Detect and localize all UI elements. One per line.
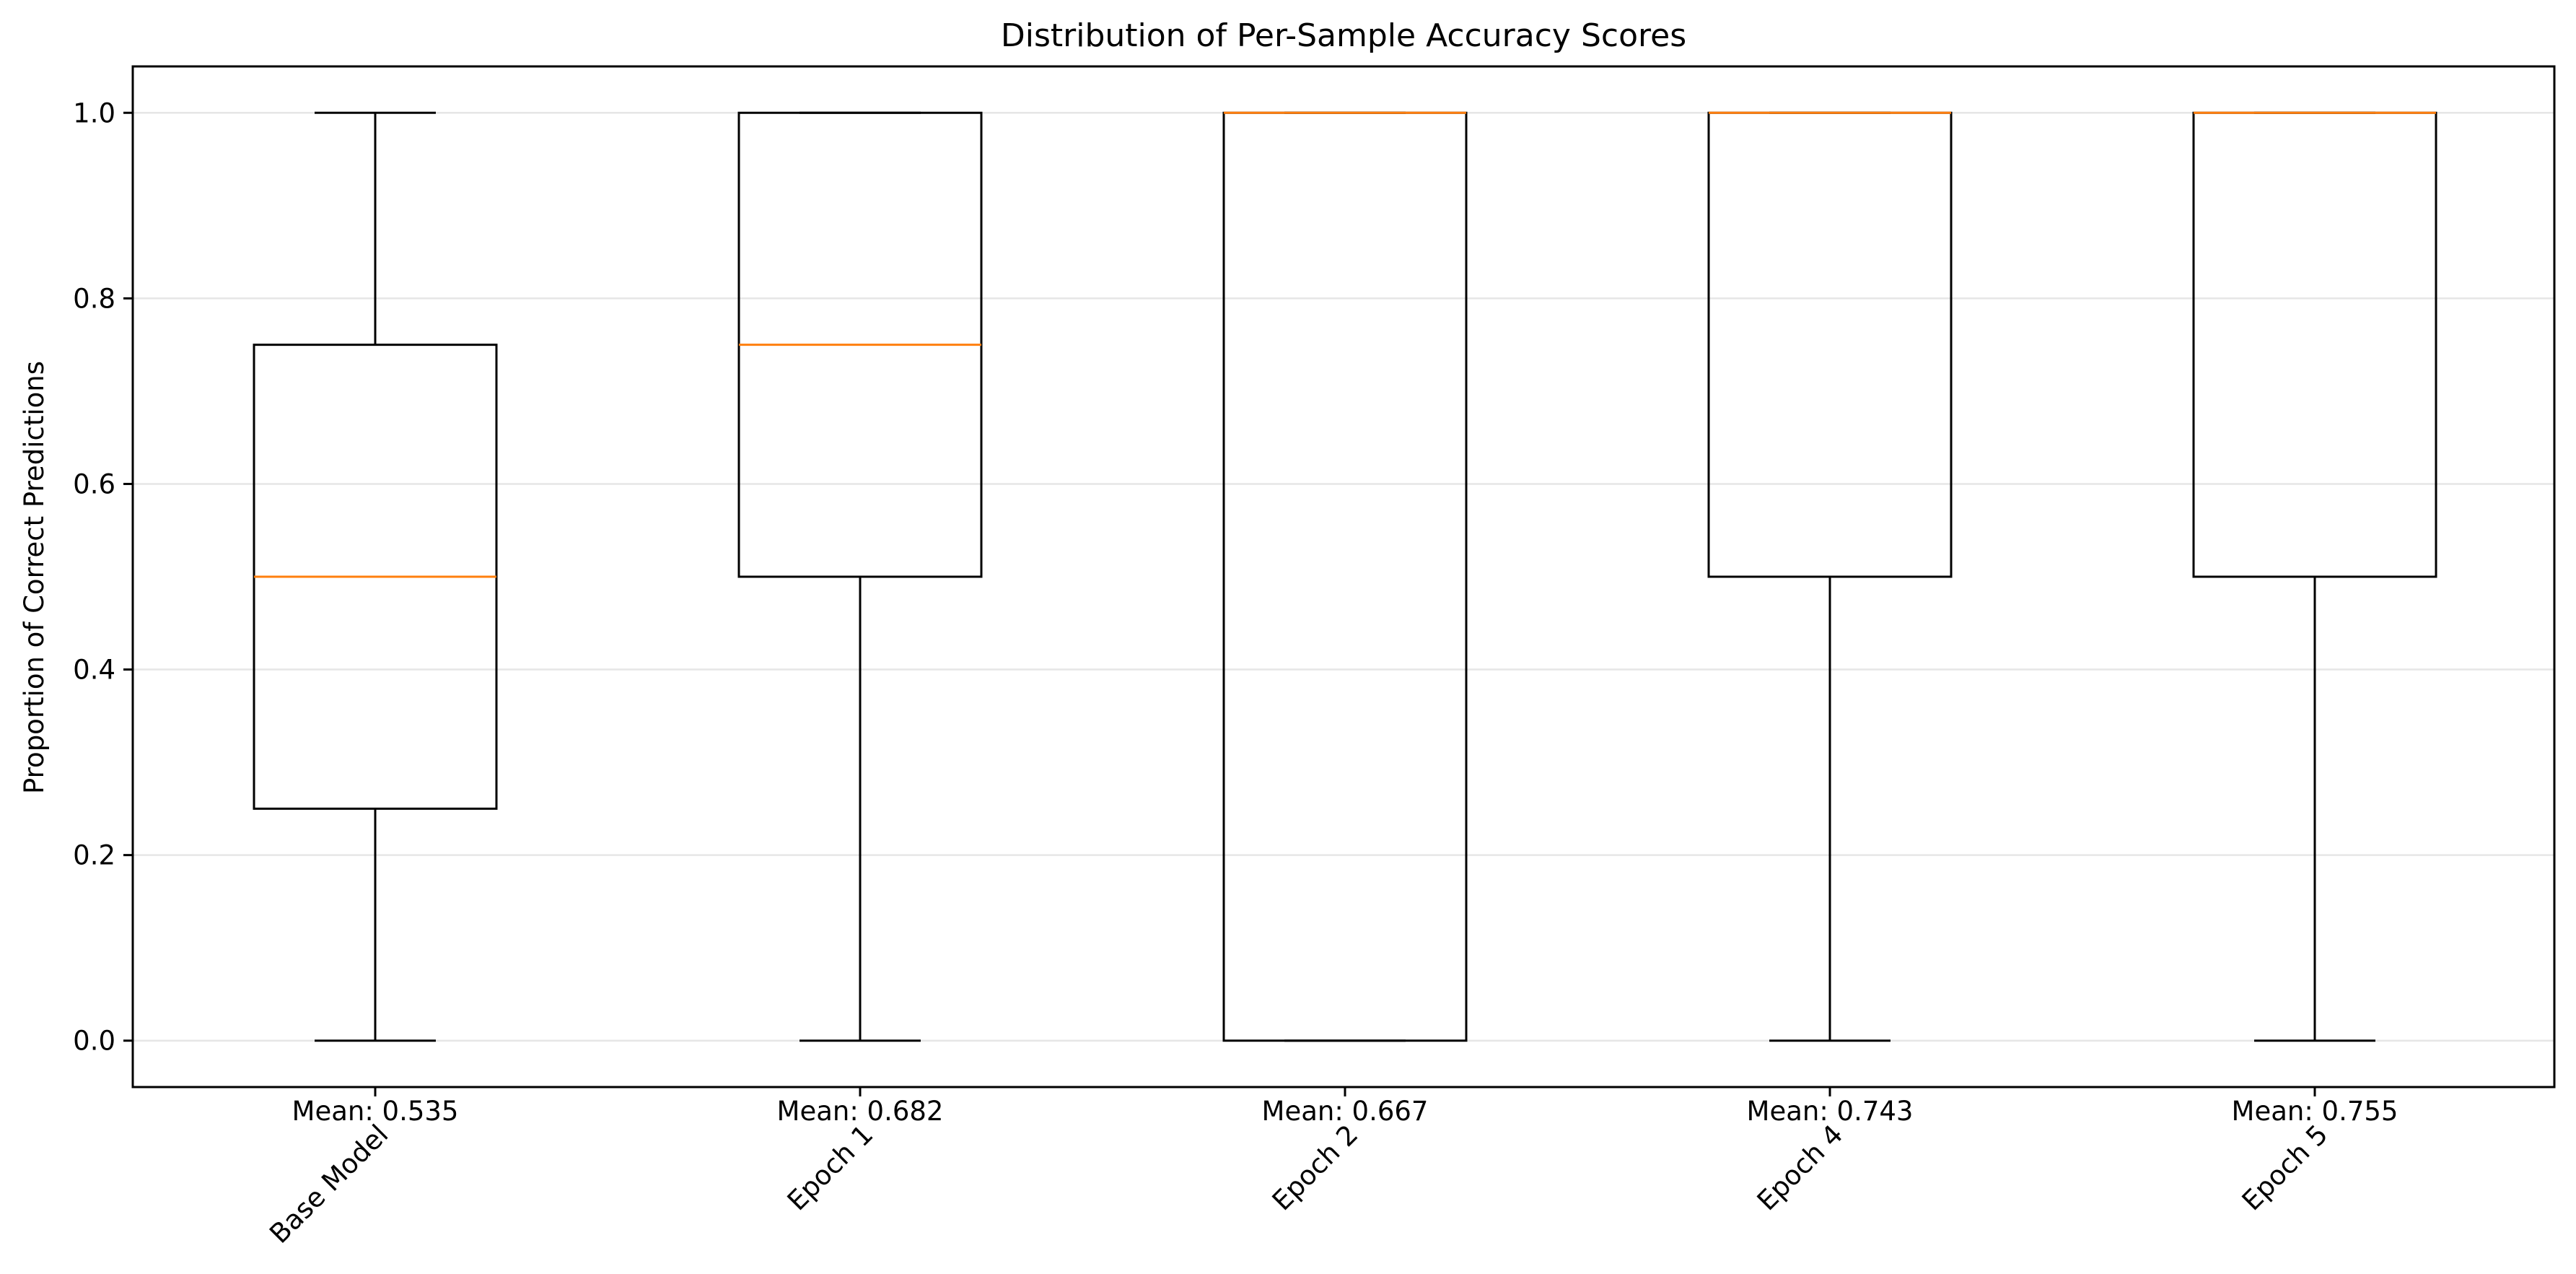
box-group [1707,111,1953,1042]
box-group [1222,111,1468,1042]
y-tick-label: 0.2 [73,840,115,871]
box-group [2192,111,2437,1042]
mean-label: Mean: 0.667 [1262,1096,1429,1127]
box-group [737,111,983,1042]
y-axis: 0.0 0.2 0.4 0.6 0.8 1.0 [73,97,133,1057]
y-tick-label: 0.8 [73,283,115,314]
chart-title: Distribution of Per-Sample Accuracy Scor… [1001,17,1686,54]
y-tick-label: 1.0 [73,97,115,128]
box-group [253,111,498,1042]
mean-label: Mean: 0.743 [1747,1096,1914,1127]
mean-label: Mean: 0.755 [2232,1096,2398,1127]
plot-frame [131,65,2556,1088]
boxes [253,111,2437,1042]
y-tick-label: 0.0 [73,1026,115,1057]
mean-label: Mean: 0.682 [777,1096,944,1127]
y-tick-label: 0.4 [73,655,115,686]
y-axis-label: Proportion of Correct Predictions [19,361,50,794]
y-tick-label: 0.6 [73,468,115,499]
mean-label: Mean: 0.535 [292,1096,459,1127]
